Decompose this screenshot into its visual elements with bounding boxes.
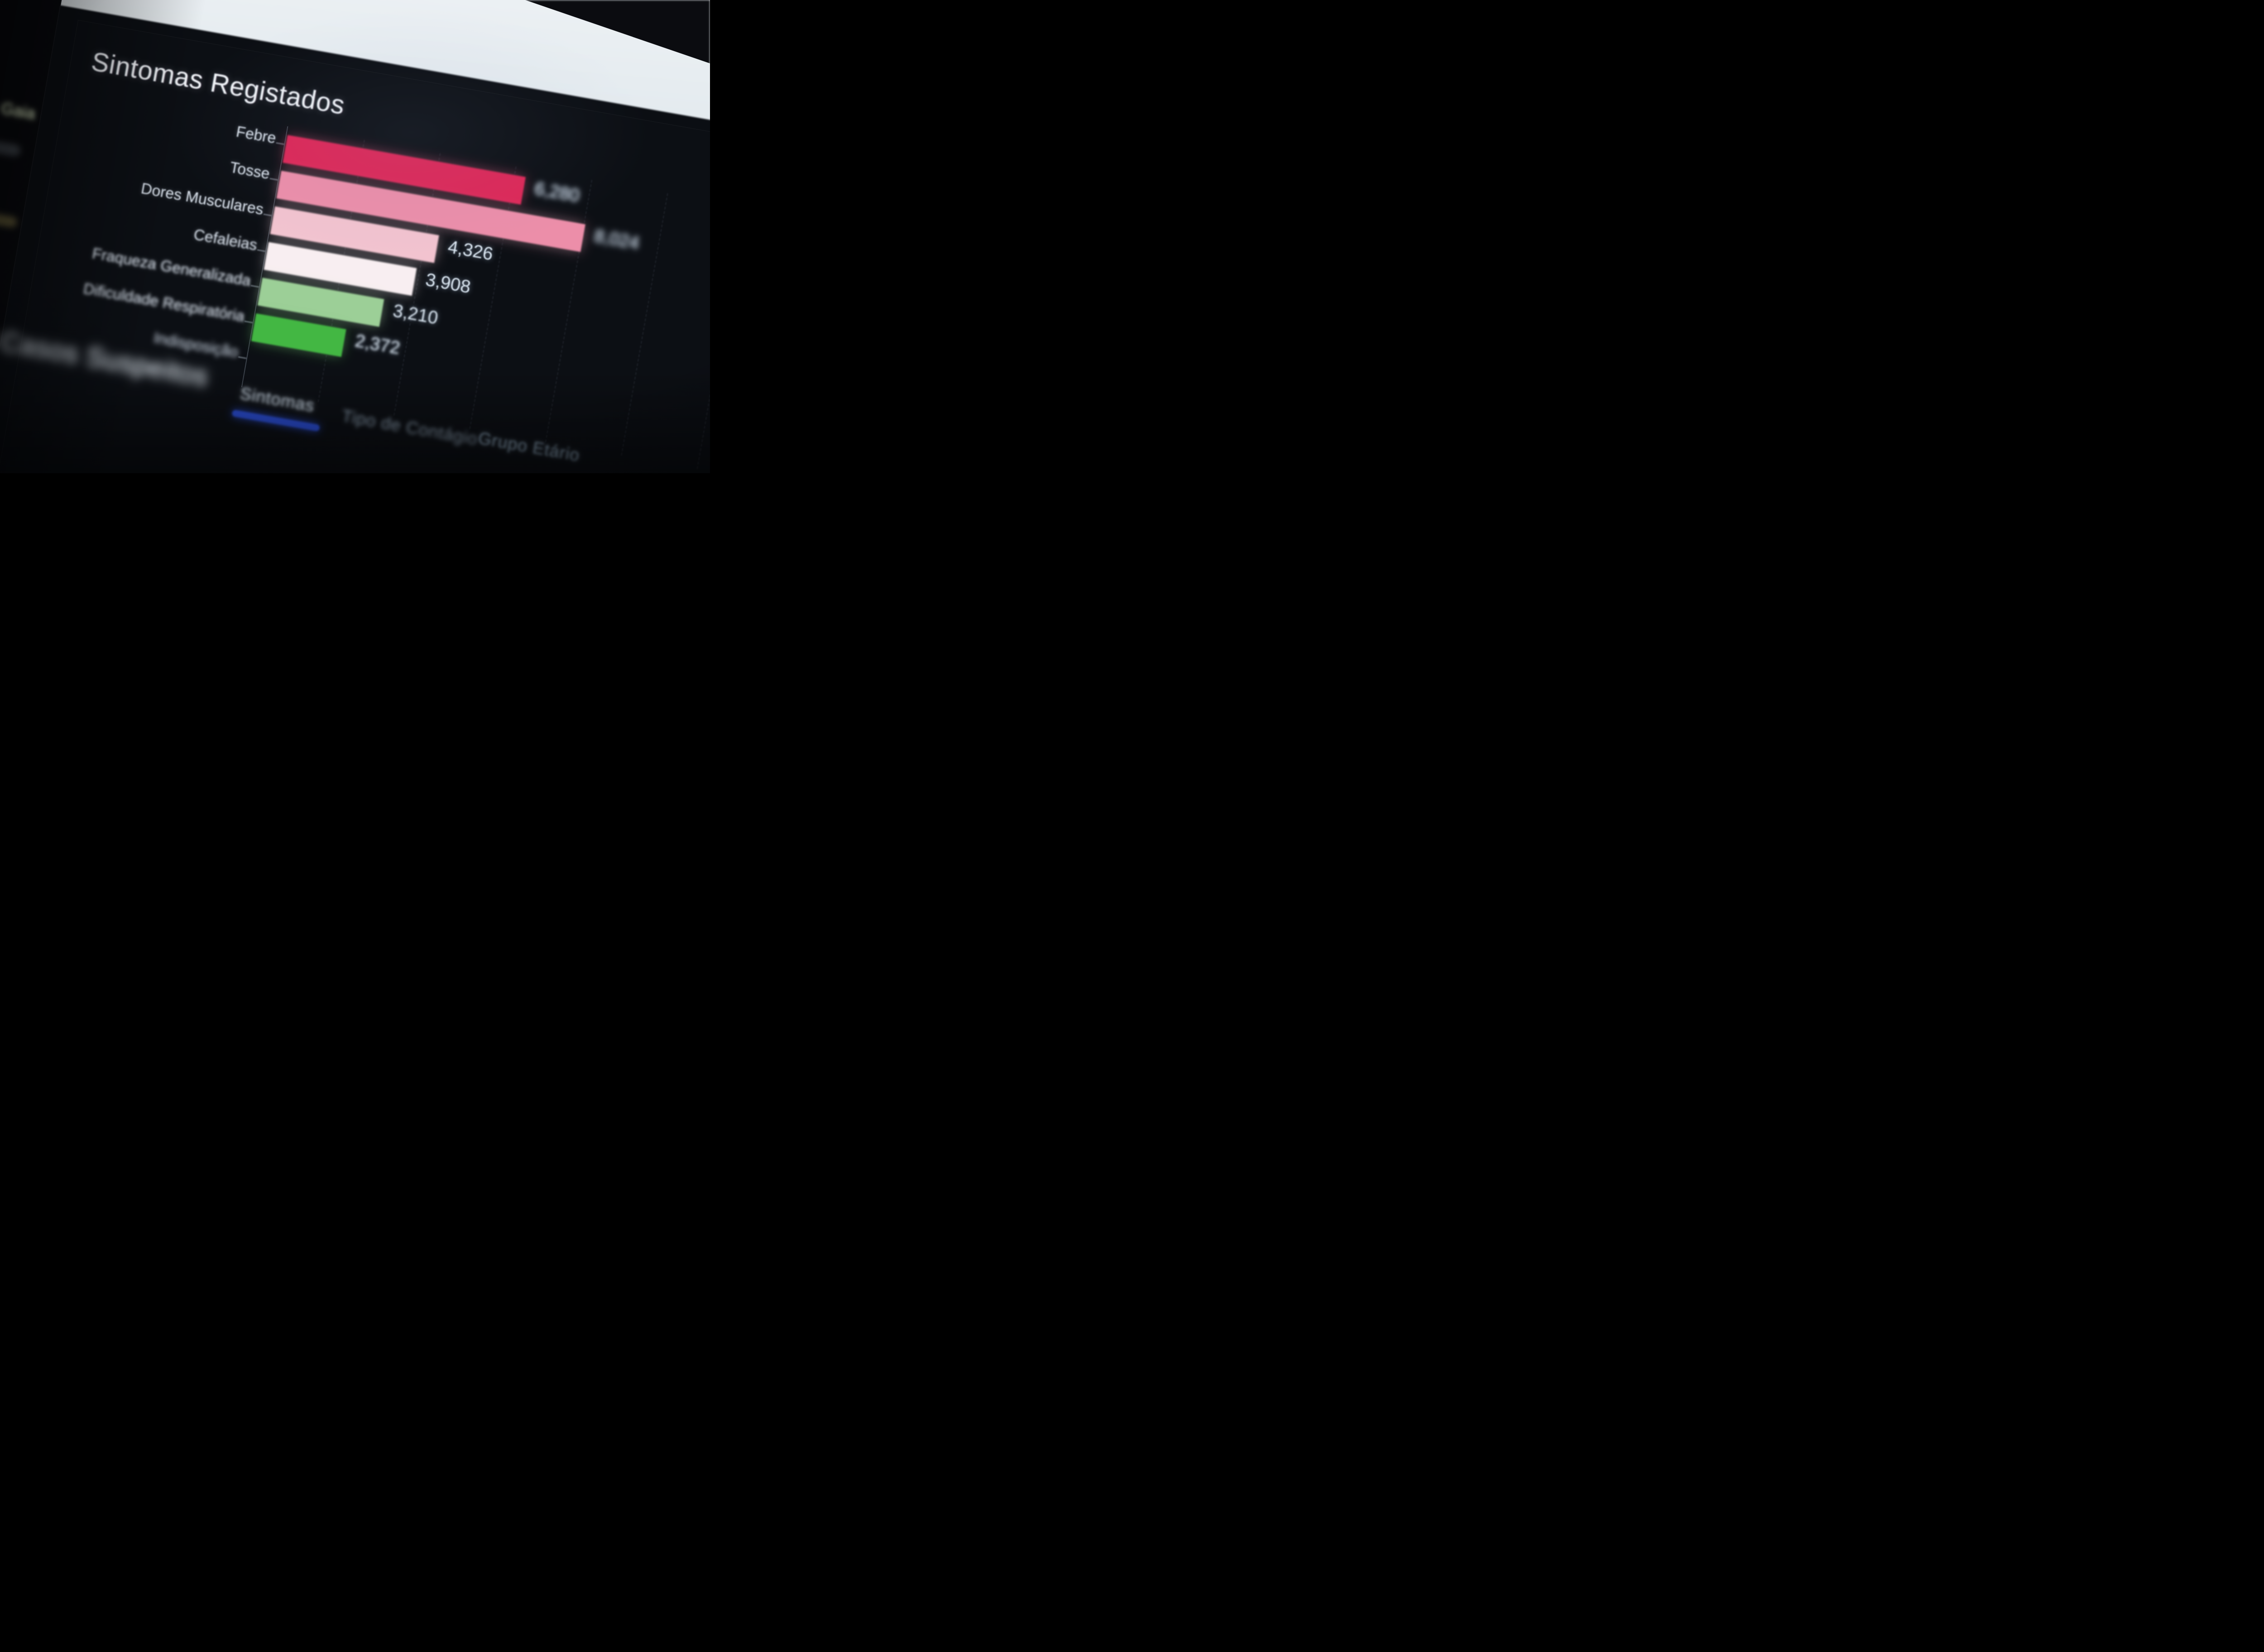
sidebar-item-blurred [0,204,18,229]
value-label: 3,210 [391,300,440,328]
axis-tick-icon [257,249,265,252]
sidebar-item-blurred [0,130,22,157]
value-label: 4,326 [446,236,495,264]
axis-tick-icon [244,320,253,324]
sidebar-item-gaia[interactable]: V. N. de Gaia [0,88,37,123]
value-label: 3,908 [424,269,472,298]
dashboard-screen: Confirmados V. N. de Gaia Sintomas Regis… [0,0,710,473]
value-label: 8,024 [592,226,641,254]
photo-stage: Confirmados V. N. de Gaia Sintomas Regis… [0,0,710,473]
value-label: 6,280 [533,178,581,206]
axis-tick-icon [263,213,272,216]
axis-tick-icon [238,356,247,359]
axis-tick-icon [250,285,259,288]
gridline [696,206,710,469]
axis-tick-icon [269,178,278,181]
axis-tick-icon [276,142,284,145]
value-label: 2,372 [353,331,402,359]
